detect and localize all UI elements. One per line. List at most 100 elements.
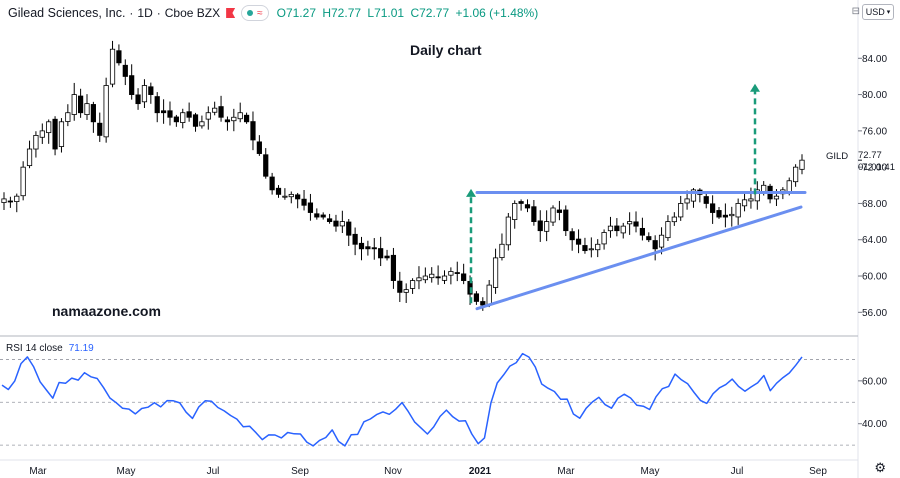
candle-body xyxy=(652,240,658,250)
projection-arrow-left-head xyxy=(466,188,476,197)
price-tick-label: 84.00 xyxy=(862,54,887,65)
candle-body xyxy=(710,203,716,213)
time-tick-label: Jul xyxy=(207,466,220,477)
candle-body xyxy=(173,116,179,123)
candle-body xyxy=(205,112,211,120)
candle-body xyxy=(773,195,780,200)
candle-body xyxy=(537,220,543,232)
lock-icon[interactable]: ⊟ xyxy=(851,6,860,17)
candle-body xyxy=(646,236,652,241)
candle-body xyxy=(250,121,256,141)
candle-body xyxy=(371,247,377,250)
time-tick-label: May xyxy=(641,466,660,477)
change-value: +1.06 (+1.48%) xyxy=(455,6,539,20)
chart-legend-header: Gilead Sciences, Inc. · 1D · Cboe BZX ≈ … xyxy=(8,4,541,22)
price-tick-label: 72.00 xyxy=(862,163,887,174)
candle-body xyxy=(224,119,231,123)
candle-body xyxy=(665,221,671,239)
time-tick-label: Jul xyxy=(731,466,744,477)
candle-body xyxy=(365,246,371,250)
candle-body xyxy=(544,221,550,232)
candle-body xyxy=(505,216,511,246)
rsi-legend[interactable]: RSI 14 close 71.19 xyxy=(6,343,94,354)
candle-body xyxy=(103,85,109,138)
candle-body xyxy=(314,213,320,218)
high-value: H72.77 xyxy=(322,6,362,20)
candle-body xyxy=(346,221,352,236)
separator-dot: · xyxy=(129,6,134,20)
candle-body xyxy=(799,159,805,170)
wave-icon: ≈ xyxy=(257,7,263,19)
candle-body xyxy=(448,271,454,276)
candle-body xyxy=(703,196,709,204)
candle-body xyxy=(301,198,307,206)
candle-body xyxy=(397,280,403,293)
candle-body xyxy=(231,116,237,122)
symbol-name[interactable]: Gilead Sciences, Inc. xyxy=(8,6,126,20)
ohlc-values: O71.27 H72.77 L71.01 C72.77 +1.06 (+1.48… xyxy=(277,6,542,20)
flag-icon[interactable] xyxy=(226,8,236,18)
candle-body xyxy=(569,231,575,241)
candle-body xyxy=(243,114,250,123)
price-tick-label: 80.00 xyxy=(862,90,887,101)
candle-body xyxy=(480,301,486,306)
candle-body xyxy=(192,114,199,127)
support-trendline xyxy=(475,205,803,311)
candle-body xyxy=(582,245,588,252)
candle-body xyxy=(435,276,441,279)
candle-body xyxy=(729,213,735,217)
candle-body xyxy=(524,204,531,209)
candle-body xyxy=(339,221,345,227)
price-tick-label: 60.00 xyxy=(862,272,887,283)
candle-body xyxy=(109,48,116,85)
currency-button[interactable]: USD ▾ xyxy=(862,4,894,20)
candle-body xyxy=(26,148,33,167)
candle-body xyxy=(282,195,288,198)
candle-body xyxy=(307,202,314,213)
candle-body xyxy=(46,121,52,134)
candle-body xyxy=(441,275,448,281)
candle-body xyxy=(403,289,409,293)
bar-countdown: 01:01:41 xyxy=(858,162,895,173)
time-tick-label: Sep xyxy=(291,466,309,477)
candle-body xyxy=(352,233,358,245)
price-tick-label: 56.00 xyxy=(862,308,887,319)
open-value: O71.27 xyxy=(276,6,316,20)
price-tick-label: 68.00 xyxy=(862,199,887,210)
candle-body xyxy=(563,209,569,232)
candle-body xyxy=(212,107,218,113)
candle-body xyxy=(122,64,128,77)
interval-label[interactable]: 1D xyxy=(137,6,153,20)
candle-body xyxy=(129,75,135,95)
time-tick-label: Nov xyxy=(384,466,402,477)
candle-body xyxy=(550,207,556,223)
candle-body xyxy=(786,180,792,193)
candle-body xyxy=(263,154,269,177)
candle-body xyxy=(39,130,45,138)
candle-body xyxy=(531,206,537,222)
market-status-pill[interactable]: ≈ xyxy=(241,5,269,21)
candle-body xyxy=(671,216,677,223)
candle-body xyxy=(518,201,524,204)
candle-body xyxy=(295,194,301,200)
candle-body xyxy=(748,198,754,202)
candle-body xyxy=(256,141,262,154)
candle-body xyxy=(186,111,192,118)
candle-body xyxy=(658,234,665,248)
exchange-label: Cboe BZX xyxy=(164,6,221,20)
candle-body xyxy=(384,255,390,259)
candle-body xyxy=(601,232,607,245)
price-tick-label: 64.00 xyxy=(862,235,887,246)
candle-body xyxy=(735,203,741,218)
candle-body xyxy=(422,275,428,281)
watermark-text: namaazone.com xyxy=(52,303,161,319)
rsi-line xyxy=(1,352,803,447)
rsi-tick-label: 40.00 xyxy=(862,419,887,430)
candle-body xyxy=(58,121,65,147)
candle-body xyxy=(7,200,13,203)
gear-icon[interactable]: ⚙ xyxy=(874,460,886,475)
rsi-tick-label: 60.00 xyxy=(862,376,887,387)
candle-body xyxy=(275,187,282,195)
candle-body xyxy=(167,110,173,118)
